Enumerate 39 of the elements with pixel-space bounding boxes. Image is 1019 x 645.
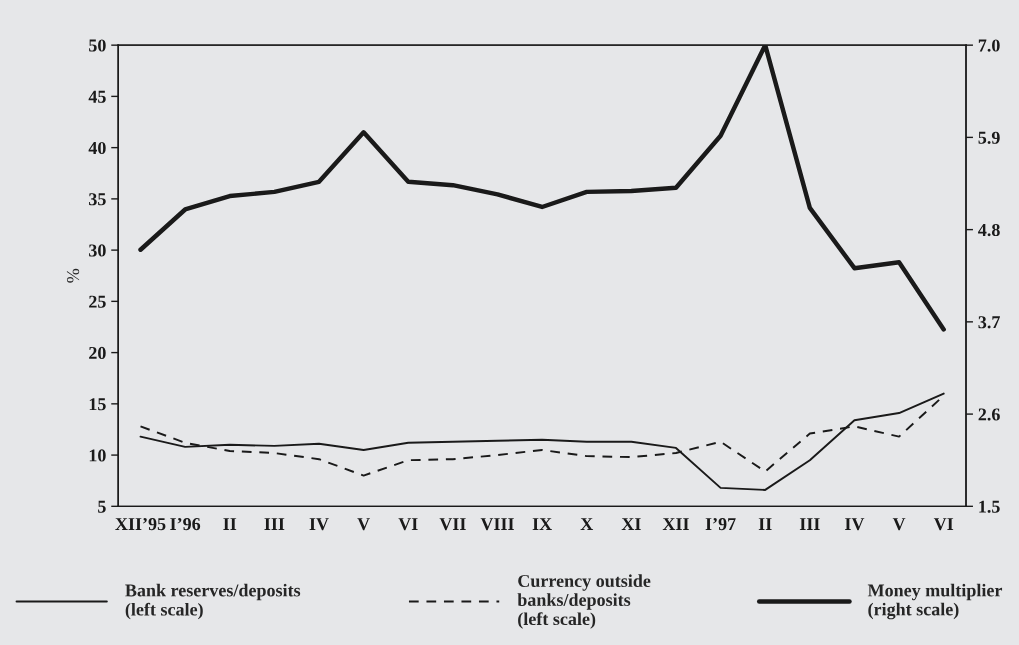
y-tick-label: 25 [89, 295, 106, 308]
x-tick-label: XII’95 [115, 517, 166, 531]
x-tick-label: II [223, 518, 237, 530]
y2-tick-label: 4.8 [978, 223, 1000, 237]
x-tick-label: VI [398, 518, 418, 531]
x-tick-label: XI [621, 518, 641, 530]
y-tick-label: 45 [88, 90, 106, 103]
x-tick-label: XII [662, 518, 689, 530]
x-tick-label: X [580, 518, 594, 530]
y2-tick-label: 2.6 [978, 408, 1000, 421]
legend-label: Currency outside banks/deposits (left scale) [517, 574, 651, 629]
legend-label: Money multiplier (right scale) [867, 583, 1003, 620]
x-tick-label: IV [845, 518, 865, 531]
y-tick-label: 50 [89, 39, 106, 52]
y2-tick-label: 1.5 [979, 500, 1000, 513]
legend-label: Bank reserves/deposits (left scale) [125, 583, 301, 620]
x-tick-label: IV [309, 518, 329, 531]
x-tick-label: VIII [480, 518, 514, 531]
y-tick-label: 5 [98, 500, 106, 513]
y-tick-label: 30 [89, 244, 106, 257]
x-tick-label: VII [439, 518, 466, 531]
y-tick-label: 40 [88, 141, 106, 155]
y-tick-label: 20 [89, 346, 106, 360]
y-axis-title: % [66, 268, 80, 283]
x-tick-label: VI [933, 518, 954, 531]
x-tick-label: III [799, 518, 820, 530]
y2-tick-label: 5.9 [978, 131, 1000, 144]
x-tick-label: I’96 [170, 517, 201, 531]
x-tick-label: V [357, 518, 370, 531]
x-tick-label: IX [532, 518, 552, 530]
y2-tick-label: 3.7 [978, 316, 1000, 329]
y2-tick-label: 7.0 [978, 39, 1000, 52]
y-tick-label: 15 [89, 398, 106, 411]
x-tick-label: V [892, 518, 906, 531]
x-tick-label: II [758, 518, 772, 530]
x-tick-label: I’97 [705, 517, 736, 531]
x-tick-label: III [264, 518, 285, 530]
y-tick-label: 10 [89, 449, 106, 462]
y-tick-label: 35 [89, 193, 106, 206]
